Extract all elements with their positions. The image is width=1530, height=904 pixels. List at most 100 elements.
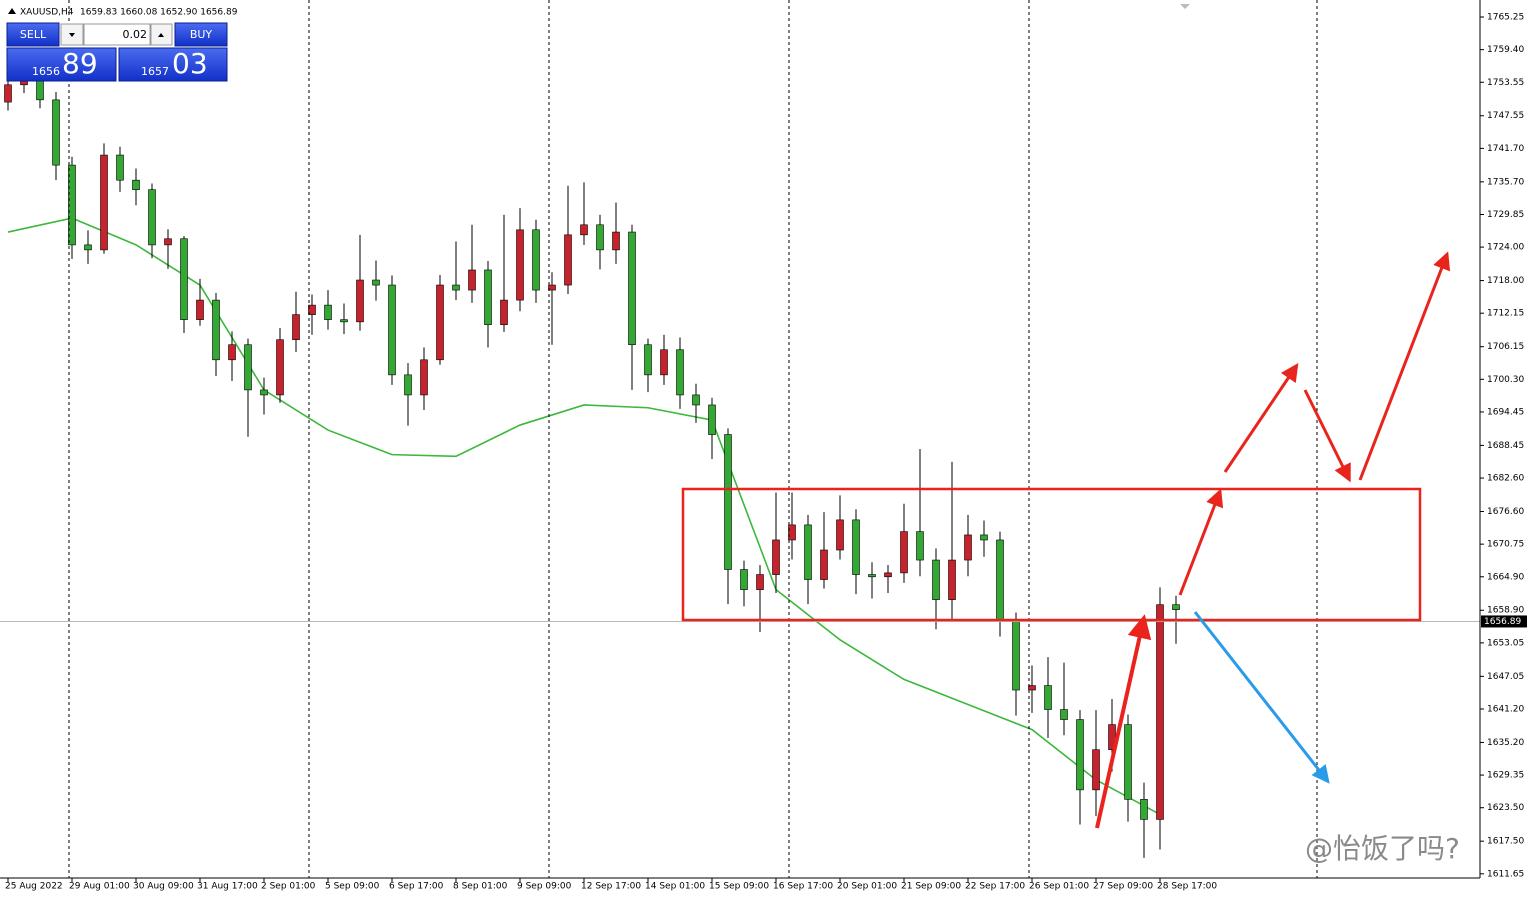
candle-body [452, 284, 460, 291]
y-tick-label: 1647.05 [1487, 672, 1524, 682]
y-tick-label: 1670.75 [1487, 540, 1524, 550]
candle-body [244, 344, 252, 391]
candle-body [468, 269, 476, 291]
candle-body [420, 359, 428, 396]
up-icon [158, 33, 164, 37]
down-icon [69, 33, 75, 37]
candle-body [516, 229, 524, 301]
candle-body [532, 229, 540, 291]
y-tick-label: 1664.90 [1487, 572, 1524, 582]
y-tick-label: 1694.45 [1487, 407, 1524, 417]
y-tick-label: 1735.70 [1487, 177, 1524, 187]
candle-body [692, 394, 700, 406]
candle-body [1044, 685, 1052, 710]
candle-body [324, 304, 332, 320]
candle-body [708, 404, 716, 435]
annotations [681, 251, 1451, 829]
x-tick-label: 21 Sep 09:00 [901, 882, 961, 892]
watermark: @怡饭了吗? [1305, 832, 1460, 865]
candle-body [292, 314, 300, 341]
candle-body [772, 539, 780, 575]
candle-body [612, 231, 620, 251]
y-tick-label: 1712.15 [1487, 309, 1524, 319]
chart-shift [1180, 4, 1190, 9]
candle-body [68, 164, 76, 246]
candle-body [580, 224, 588, 236]
candle-body [596, 224, 604, 251]
candle-body [676, 349, 684, 396]
candle-body [212, 299, 220, 361]
bid-big: 1656 [32, 65, 60, 78]
candle-body [628, 231, 636, 346]
trade-panel: SELL 0.02 BUY 1656 89 1657 03 [6, 22, 228, 82]
ask-big: 1657 [141, 65, 169, 78]
candle-body [484, 269, 492, 325]
candle-body [180, 238, 188, 320]
y-tick-label: 1706.15 [1487, 342, 1524, 352]
axes: 1765.25 1759.40 1753.55 1747.55 1741.70 1735.… [5, 13, 1527, 892]
candle-body [228, 344, 236, 361]
bid-small: 89 [62, 47, 98, 80]
ask-box[interactable] [118, 47, 228, 82]
arrow [1358, 251, 1451, 481]
y-tick-label: 1753.55 [1487, 78, 1524, 88]
candle-body [500, 299, 508, 325]
y-tick-label: 1641.20 [1487, 704, 1524, 714]
candle-body [196, 299, 204, 320]
candle-body [132, 179, 140, 190]
y-tick-label: 1747.55 [1487, 111, 1524, 121]
candle-body [148, 189, 156, 246]
candle-body [788, 524, 796, 541]
candle-body [356, 279, 364, 323]
candle-body [948, 559, 956, 600]
candle-body [1076, 719, 1084, 791]
candle-body [916, 531, 924, 561]
buy-label: BUY [190, 28, 213, 41]
candle-body [644, 344, 652, 376]
y-tick-label: 1724.00 [1487, 243, 1524, 253]
y-tick-label: 1765.25 [1487, 13, 1524, 23]
arrow [1178, 488, 1224, 596]
arrow [1193, 611, 1330, 784]
candle-body [964, 534, 972, 561]
sell-label: SELL [20, 28, 47, 41]
x-tick-label: 28 Sep 17:00 [1157, 882, 1217, 892]
y-tick-label: 1653.05 [1487, 638, 1524, 648]
last-price-box [1481, 615, 1527, 628]
candle-body [1092, 749, 1100, 791]
separators [68, 0, 1318, 878]
y-tick-label: 1729.85 [1487, 210, 1524, 220]
y-tick-label: 1629.35 [1487, 771, 1524, 781]
symbol: XAUUSD,H4 [20, 8, 74, 18]
lot-input[interactable] [83, 23, 151, 46]
candle-body [1156, 604, 1164, 820]
candle-body [1140, 799, 1148, 820]
buy-button[interactable] [174, 22, 228, 47]
x-tick-label: 26 Sep 01:00 [1029, 882, 1089, 892]
bid-box[interactable] [6, 47, 117, 82]
candle-body [852, 519, 860, 575]
ask-small: 03 [172, 47, 208, 80]
candle-body [564, 234, 572, 286]
candle-body [724, 434, 732, 570]
candle-body [1172, 604, 1180, 610]
candle-body [4, 84, 12, 103]
x-tick-label: 16 Sep 17:00 [773, 882, 833, 892]
candle-body [548, 284, 556, 291]
candle-body [1028, 685, 1036, 691]
candle-body [1124, 724, 1132, 800]
candle-body [884, 572, 892, 578]
collapse-icon[interactable] [8, 8, 16, 14]
candle-body [756, 574, 764, 590]
candle-body [932, 559, 940, 600]
candle-body [308, 304, 316, 315]
y-tick-label: 1676.60 [1487, 507, 1524, 517]
candle-body [340, 319, 348, 323]
x-tick-label: 12 Sep 17:00 [581, 882, 641, 892]
candle-body [820, 549, 828, 580]
x-tick-label: 30 Aug 09:00 [133, 882, 194, 892]
x-tick-label: 6 Sep 17:00 [389, 882, 444, 892]
x-tick-label: 31 Aug 17:00 [197, 882, 258, 892]
x-tick-label: 22 Sep 17:00 [965, 882, 1025, 892]
sell-button[interactable] [6, 22, 60, 47]
